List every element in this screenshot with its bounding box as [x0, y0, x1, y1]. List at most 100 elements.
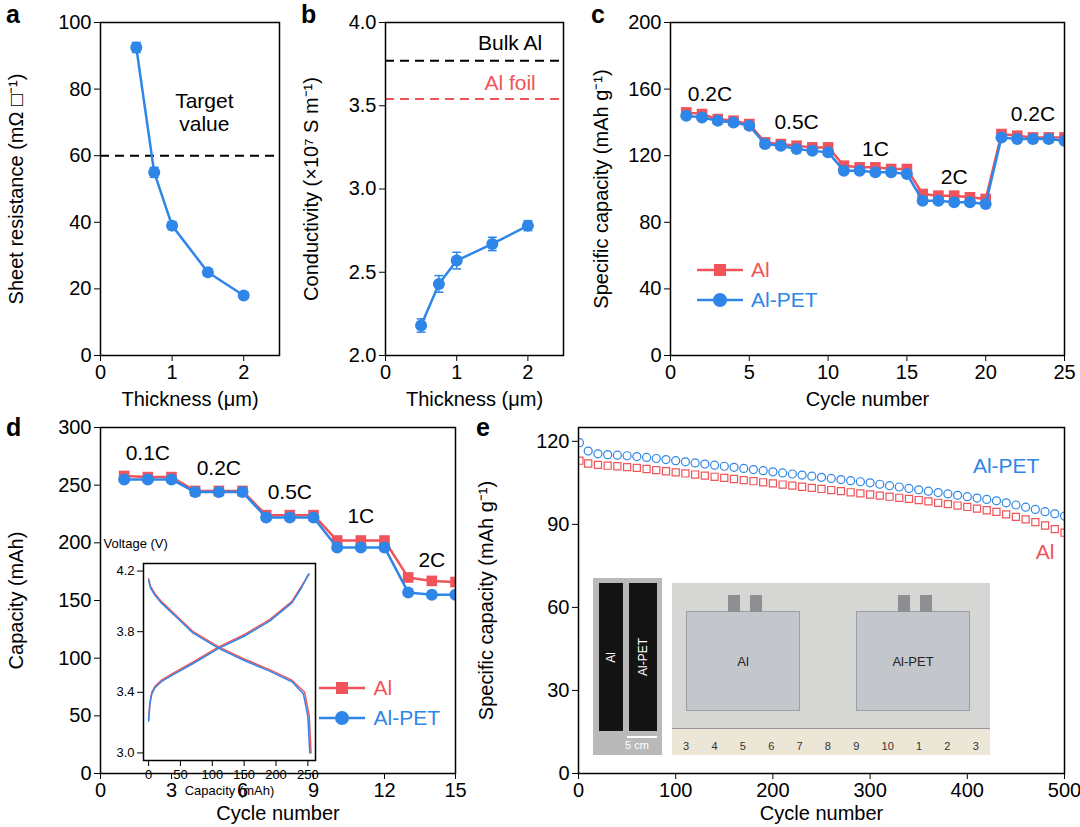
svg-text:100: 100 [201, 767, 223, 782]
svg-text:0: 0 [80, 762, 91, 784]
html-text:a: a [6, 0, 20, 28]
svg-text:Targetvalue: Targetvalue [175, 89, 234, 134]
svg-text:250: 250 [58, 474, 91, 496]
html-text:Al: Al [373, 676, 393, 699]
svg-text:Al: Al [1036, 540, 1055, 563]
svg-text:250: 250 [297, 767, 319, 782]
svg-text:10: 10 [817, 361, 839, 383]
html-text:Al-PET: Al-PET [751, 288, 818, 311]
svg-text:Specific capacity (mAh g⁻¹): Specific capacity (mAh g⁻¹) [590, 69, 612, 308]
html-text:d: d [6, 413, 22, 441]
html-text:Al-PET: Al-PET [636, 638, 650, 676]
svg-text:0: 0 [95, 361, 106, 383]
svg-text:60: 60 [69, 144, 91, 166]
svg-text:Thickness (μm): Thickness (μm) [121, 388, 258, 410]
svg-text:100: 100 [58, 11, 91, 33]
html-text:Al: Al [751, 258, 770, 281]
svg-text:40: 40 [69, 211, 91, 233]
svg-text:4.0: 4.0 [349, 11, 377, 33]
svg-text:Voltage (V): Voltage (V) [104, 536, 168, 551]
svg-text:1C: 1C [347, 504, 374, 527]
svg-text:3: 3 [166, 779, 177, 801]
svg-text:Sheet resistance (mΩ □⁻¹): Sheet resistance (mΩ □⁻¹) [5, 74, 27, 305]
svg-text:9: 9 [308, 779, 319, 801]
svg-text:80: 80 [639, 211, 661, 233]
svg-text:15: 15 [896, 361, 918, 383]
svg-text:3.8: 3.8 [116, 624, 134, 639]
svg-text:120: 120 [628, 144, 661, 166]
svg-text:Conductivity (×10⁷ S m⁻¹): Conductivity (×10⁷ S m⁻¹) [300, 77, 322, 301]
svg-text:1: 1 [451, 361, 462, 383]
svg-text:90: 90 [547, 513, 569, 535]
svg-text:5: 5 [744, 361, 755, 383]
svg-text:200: 200 [58, 531, 91, 553]
html-text:c: c [591, 0, 605, 28]
svg-text:300: 300 [853, 779, 886, 801]
svg-text:3.0: 3.0 [349, 177, 377, 199]
svg-text:Thickness (μm): Thickness (μm) [406, 388, 543, 410]
svg-text:150: 150 [58, 589, 91, 611]
svg-text:Al-PET: Al-PET [973, 454, 1040, 477]
svg-text:2.0: 2.0 [349, 344, 377, 366]
svg-text:0: 0 [650, 344, 661, 366]
svg-text:0: 0 [95, 779, 106, 801]
svg-text:0.1C: 0.1C [126, 441, 170, 464]
svg-text:500: 500 [1048, 779, 1080, 801]
svg-text:50: 50 [69, 704, 91, 726]
svg-text:0: 0 [80, 344, 91, 366]
html-text:Al-PET: Al-PET [892, 653, 934, 669]
svg-text:20: 20 [69, 277, 91, 299]
html-text:Al-PET: Al-PET [373, 706, 440, 729]
html-text:b: b [301, 0, 317, 28]
svg-text:50: 50 [173, 767, 187, 782]
svg-text:Capacity (mAh): Capacity (mAh) [5, 532, 27, 670]
svg-text:0.2C: 0.2C [688, 82, 732, 105]
svg-text:400: 400 [951, 779, 984, 801]
svg-text:Cycle number: Cycle number [760, 802, 884, 824]
svg-text:Al foil: Al foil [484, 70, 535, 93]
svg-text:Capacity (mAh): Capacity (mAh) [185, 783, 275, 798]
svg-text:100: 100 [58, 647, 91, 669]
svg-text:0.2C: 0.2C [1011, 102, 1055, 125]
svg-text:30: 30 [547, 679, 569, 701]
svg-text:1C: 1C [862, 137, 889, 160]
svg-text:200: 200 [756, 779, 789, 801]
svg-text:40: 40 [639, 277, 661, 299]
svg-text:Bulk Al: Bulk Al [478, 31, 542, 54]
svg-text:3.4: 3.4 [116, 684, 134, 699]
svg-text:15: 15 [444, 779, 466, 801]
svg-text:2C: 2C [941, 165, 968, 188]
svg-text:Cycle number: Cycle number [806, 388, 930, 410]
svg-text:2C: 2C [418, 548, 445, 571]
svg-text:Specific capacity (mAh g⁻¹): Specific capacity (mAh g⁻¹) [475, 481, 497, 720]
svg-text:3.0: 3.0 [116, 745, 134, 760]
svg-text:Cycle number: Cycle number [216, 802, 340, 824]
svg-text:0: 0 [665, 361, 676, 383]
svg-text:150: 150 [233, 767, 255, 782]
svg-text:0.5C: 0.5C [774, 110, 818, 133]
svg-text:80: 80 [69, 78, 91, 100]
svg-text:60: 60 [547, 596, 569, 618]
svg-text:0: 0 [380, 361, 391, 383]
svg-text:160: 160 [628, 78, 661, 100]
svg-text:0: 0 [558, 762, 569, 784]
html-text:e: e [476, 413, 490, 441]
svg-text:0: 0 [573, 779, 584, 801]
svg-text:12: 12 [373, 779, 395, 801]
svg-text:300: 300 [58, 416, 91, 438]
svg-text:0.5C: 0.5C [268, 480, 312, 503]
svg-text:25: 25 [1053, 361, 1075, 383]
svg-text:2: 2 [238, 361, 249, 383]
svg-text:120: 120 [536, 430, 569, 452]
svg-text:4.2: 4.2 [116, 563, 134, 578]
svg-text:0.2C: 0.2C [197, 456, 241, 479]
svg-text:200: 200 [628, 11, 661, 33]
svg-text:2: 2 [522, 361, 533, 383]
svg-text:20: 20 [975, 361, 997, 383]
svg-text:0: 0 [145, 767, 152, 782]
svg-text:100: 100 [659, 779, 692, 801]
svg-text:200: 200 [265, 767, 287, 782]
svg-text:1: 1 [167, 361, 178, 383]
svg-text:2.5: 2.5 [349, 261, 377, 283]
svg-text:3.5: 3.5 [349, 94, 377, 116]
